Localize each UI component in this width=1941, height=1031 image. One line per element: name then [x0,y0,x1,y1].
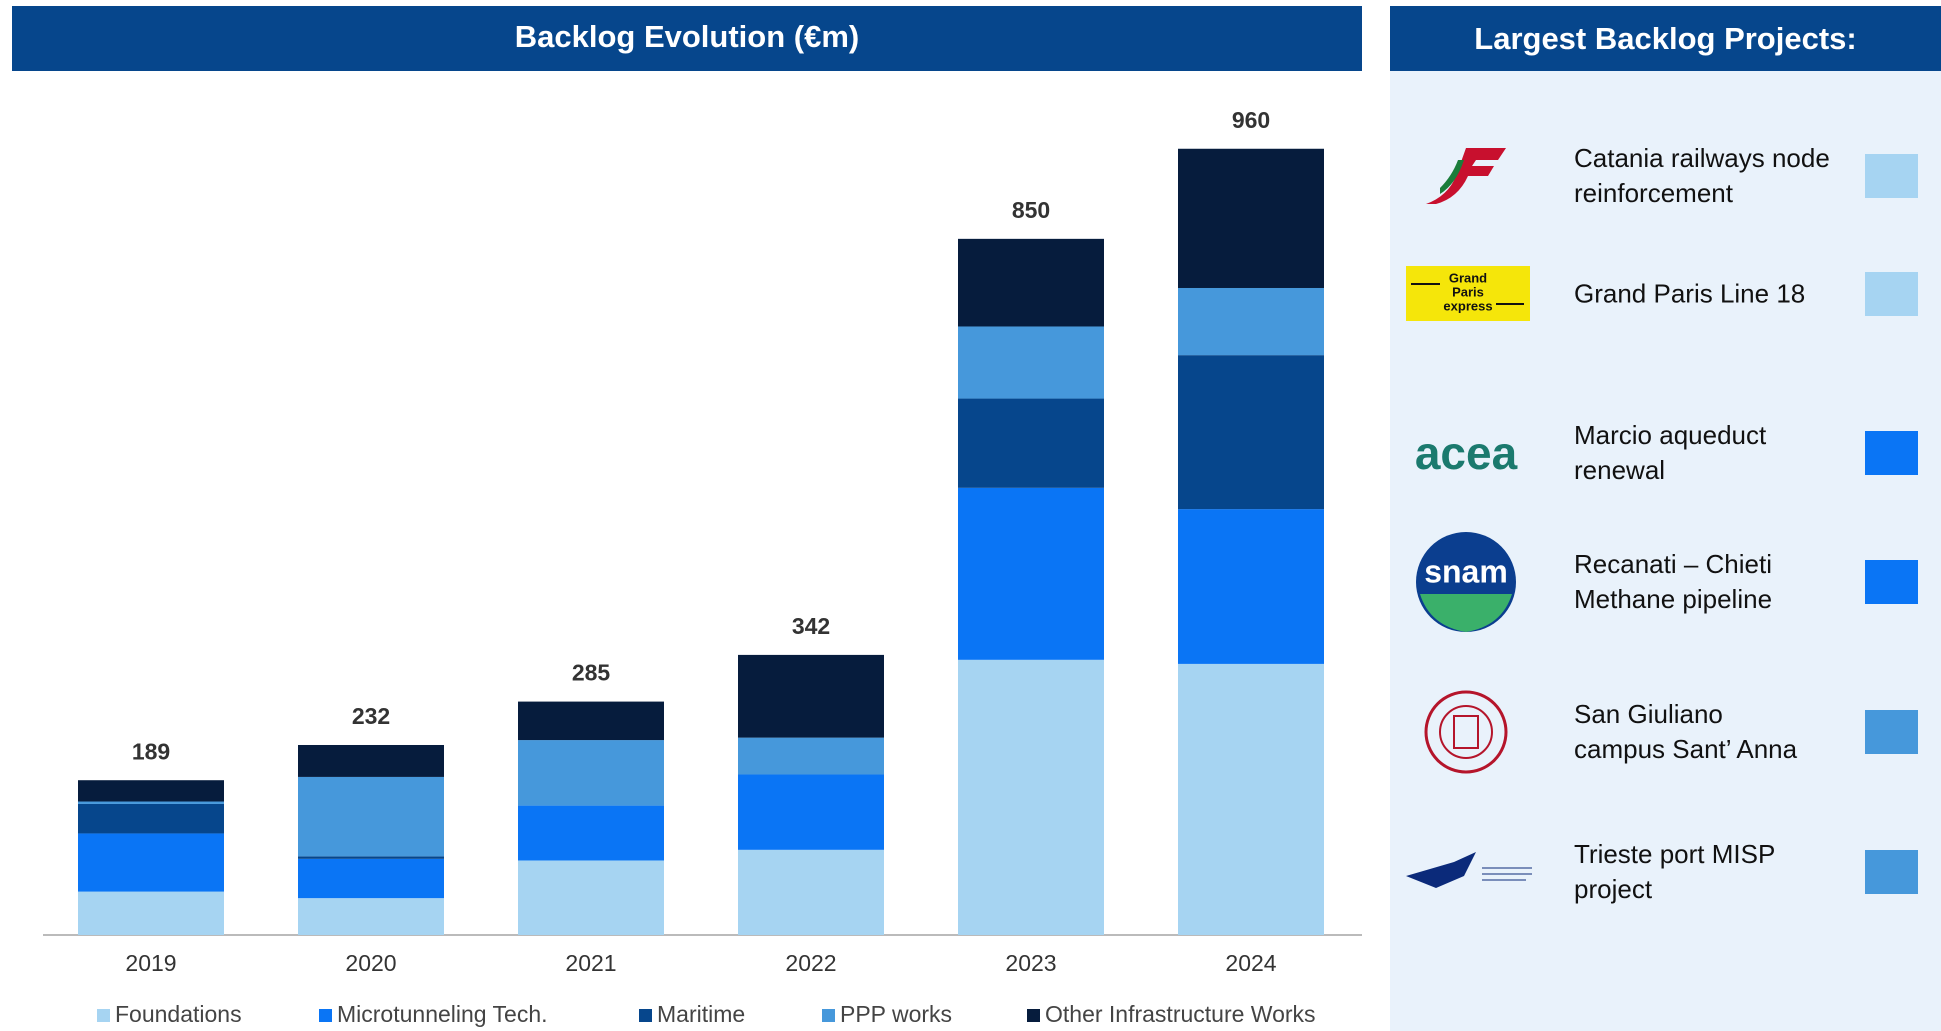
logo-text: express [1443,298,1492,313]
bar-segment [1178,509,1324,664]
project-line: Marcio aqueduct [1574,420,1767,450]
project-logo [1424,690,1508,774]
bar-segment [738,774,884,850]
project-name: Trieste port MISP project [1574,837,1775,907]
project-name: Marcio aqueduct renewal [1574,418,1766,488]
project-row: San Giuliano campus Sant’ Anna [1390,672,1941,792]
total-label: 342 [792,613,830,639]
bar-segment [298,856,444,859]
project-line: project [1574,874,1653,904]
project-row: Catania railways node reinforcement [1390,116,1941,236]
project-line: San Giuliano [1574,699,1723,729]
bar-segment [298,898,444,935]
side-panel: Largest Backlog Projects: Catania railwa… [1390,6,1941,1031]
total-label: 850 [1012,197,1050,223]
x-tick-label: 2020 [345,950,396,976]
bar-segment [958,659,1104,935]
bar-segment [1178,148,1324,288]
x-tick-label: 2022 [785,950,836,976]
logo-text: Grand [1449,270,1487,285]
project-line: Methane pipeline [1574,584,1773,614]
panel-title: Largest Backlog Projects: [1390,6,1941,71]
project-logo [1426,148,1506,204]
project-name: Grand Paris Line 18 [1574,277,1805,312]
logo-text: acea [1415,427,1518,479]
project-name: San Giuliano campus Sant’ Anna [1574,697,1797,767]
total-label: 189 [132,738,170,764]
project-line: Catania railways node [1574,143,1830,173]
bar-segment [1178,663,1324,935]
bar-segment [78,803,224,834]
legend-swatch [319,1009,332,1022]
project-swatch [1865,272,1918,316]
project-swatch [1865,154,1918,198]
project-swatch [1865,431,1918,475]
x-tick-label: 2019 [125,950,176,976]
logo-text: Paris [1452,284,1484,299]
bar-segment [738,849,884,935]
bar-segment [1178,287,1324,356]
legend-label: Maritime [657,1001,745,1027]
bar-segment [518,860,664,935]
legend-swatch [822,1009,835,1022]
bar-segment [518,740,664,806]
legend-label: Microtunneling Tech. [337,1001,548,1027]
bar-segment [738,737,884,775]
bar-segment [78,780,224,802]
bar-segment [518,805,664,861]
total-label: 960 [1232,107,1270,133]
bar-segment [958,238,1104,327]
project-logo: acea [1415,427,1518,479]
project-line: reinforcement [1574,178,1733,208]
project-logo [1406,852,1532,888]
bar-segment [78,891,224,935]
logo-text: snam [1424,553,1508,589]
bar-segment [958,487,1104,660]
project-logo: snam [1416,532,1516,632]
project-line: Grand Paris Line 18 [1574,278,1806,309]
project-line: renewal [1574,455,1666,485]
legend-label: PPP works [840,1001,952,1027]
project-row: snam Recanati – Chieti Methane pipeline [1390,522,1941,642]
x-tick-label: 2021 [565,950,616,976]
project-row: Trieste port MISP project [1390,812,1941,932]
bar-segment [958,326,1104,399]
project-line: campus Sant’ Anna [1574,734,1798,764]
project-swatch [1865,560,1918,604]
header-bar [12,6,1362,71]
project-name: Recanati – Chieti Methane pipeline [1574,547,1772,617]
legend-label: Other Infrastructure Works [1045,1001,1316,1027]
bar-segment [738,654,884,738]
x-tick-label: 2024 [1225,950,1276,976]
bar-segment [298,858,444,899]
bar-segment [1178,355,1324,510]
x-tick-label: 2023 [1005,950,1056,976]
project-swatch [1865,710,1918,754]
project-row: Grand Paris express Grand Paris Line 18 [1390,234,1941,354]
chart-title: Backlog Evolution (€m) [515,19,859,54]
bar-segment [78,833,224,892]
legend-label: Foundations [115,1001,242,1027]
legend-swatch [97,1009,110,1022]
legend-swatch [639,1009,652,1022]
bar-segment [958,398,1104,488]
bar-segment [298,744,444,777]
project-swatch [1865,850,1918,894]
total-label: 232 [352,703,390,729]
chart: Backlog Evolution (€m) 189 2019 232 2020 285… [12,6,1362,1027]
project-line: Recanati – Chieti [1574,549,1772,579]
bar-segment [298,776,444,857]
project-name: Catania railways node reinforcement [1574,141,1830,211]
project-row: acea Marcio aqueduct renewal [1390,393,1941,513]
bar-segment [518,701,664,741]
total-label: 285 [572,660,611,686]
bar-segment [78,801,224,804]
project-line: Trieste port MISP [1574,839,1776,869]
legend-swatch [1027,1009,1040,1022]
